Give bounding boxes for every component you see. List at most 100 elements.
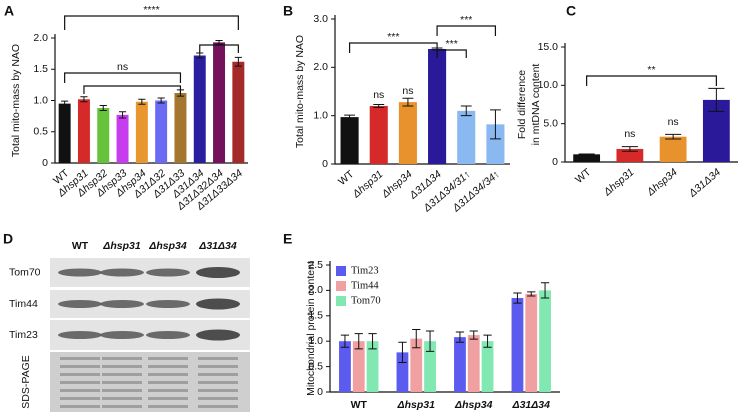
gel-band	[60, 357, 100, 360]
bar	[616, 148, 644, 162]
significance-bracket	[348, 42, 438, 53]
y-tick-label: 0	[42, 157, 48, 169]
gel-band	[60, 397, 100, 400]
panel-letter: B	[283, 3, 293, 19]
significance-label: ns	[624, 128, 635, 140]
bar	[539, 290, 551, 392]
x-tick-label: WT	[336, 168, 357, 188]
bar	[232, 61, 245, 163]
x-tick-label: Δhsp31	[397, 399, 436, 411]
blot-column-label: Δhsp34	[148, 240, 187, 252]
legend-label: Tom70	[351, 295, 381, 306]
y-tick-label: 5.0	[543, 117, 558, 129]
gel-band	[60, 365, 100, 368]
blot-row-label: Tim23	[9, 329, 38, 341]
y-tick-label: 1.0	[308, 335, 323, 347]
significance-label: ****	[143, 4, 159, 16]
bar	[457, 110, 476, 164]
gel-band	[148, 405, 188, 408]
significance-bracket	[64, 72, 182, 83]
bar	[135, 101, 148, 163]
y-tick-label: 15.0	[538, 41, 559, 53]
gel-band	[102, 365, 142, 368]
error-bar	[483, 334, 492, 348]
bar	[155, 100, 168, 163]
significance-bracket	[586, 75, 717, 86]
x-tick-label: Δhsp34	[644, 166, 680, 199]
gel-band	[148, 381, 188, 384]
y-tick-label: 3.0	[313, 13, 328, 25]
bar	[467, 335, 480, 392]
y-axis-label: Total mito-mass by NAO	[10, 44, 22, 157]
bar	[424, 341, 436, 392]
error-bar	[373, 104, 385, 108]
error-bar	[61, 100, 69, 107]
error-bar	[621, 146, 638, 152]
gel-band	[102, 357, 142, 360]
bar	[410, 338, 423, 392]
error-bar	[412, 329, 421, 349]
error-bar	[527, 291, 536, 297]
bar	[339, 341, 351, 392]
y-tick-label: 2.5	[308, 259, 323, 271]
y-axis-label: Total mito-mass by NAO	[294, 35, 306, 148]
legend-swatch	[336, 296, 346, 306]
bar	[398, 102, 417, 164]
error-bar	[215, 40, 223, 45]
error-bar	[708, 87, 725, 112]
gel-band	[60, 389, 100, 392]
x-tick-label: Δ31Δ34	[512, 399, 551, 411]
error-bar	[540, 282, 550, 299]
blot-band	[100, 331, 144, 339]
gel-band	[102, 405, 142, 408]
error-bar	[118, 111, 127, 119]
error-bar	[460, 105, 472, 117]
y-tick-label: 2.0	[33, 32, 48, 44]
x-tick-label: Δhsp31	[601, 166, 637, 199]
error-bar	[340, 334, 350, 348]
error-bar	[99, 105, 107, 111]
blot-band	[100, 300, 144, 308]
panel-letter: E	[283, 231, 292, 247]
bar	[454, 337, 466, 392]
gel-band	[102, 397, 142, 400]
bar	[369, 106, 388, 164]
bar	[659, 136, 687, 162]
x-tick-label: Δhsp31	[350, 168, 386, 201]
bar	[396, 352, 409, 392]
gel-band	[198, 389, 238, 392]
y-tick-label: 1.5	[308, 310, 323, 322]
error-bar	[80, 96, 88, 103]
legend-label: Tim44	[351, 280, 379, 291]
x-tick-label: Δhsp34	[454, 399, 493, 411]
bar	[352, 341, 365, 392]
gel-band	[102, 381, 142, 384]
axis-line	[334, 15, 510, 165]
bar	[366, 341, 379, 392]
bar	[486, 124, 505, 164]
blot-row-label: Tom70	[9, 266, 41, 278]
legend-swatch	[336, 281, 346, 291]
gel-band	[198, 405, 238, 408]
y-axis-label: in mtDNA content	[530, 64, 542, 146]
error-bar	[344, 114, 356, 120]
blot-band	[196, 267, 240, 278]
y-tick-label: 10.0	[538, 79, 559, 91]
y-tick-label: 1.0	[313, 109, 328, 121]
y-axis-label: Mitochondrial protein content	[305, 261, 317, 396]
blot-band	[100, 268, 144, 277]
bar	[573, 154, 601, 162]
panel-letter: C	[566, 3, 576, 19]
significance-label: ns	[668, 116, 679, 128]
error-bar	[402, 97, 414, 107]
blot-band	[146, 331, 190, 339]
x-tick-label: WT	[351, 399, 368, 411]
gel-band	[198, 365, 238, 368]
error-bar	[157, 97, 165, 104]
gel-band	[60, 373, 100, 376]
bar	[58, 103, 71, 163]
significance-label: ns	[117, 61, 128, 73]
blot-column-label: Δ31Δ34	[198, 240, 237, 252]
